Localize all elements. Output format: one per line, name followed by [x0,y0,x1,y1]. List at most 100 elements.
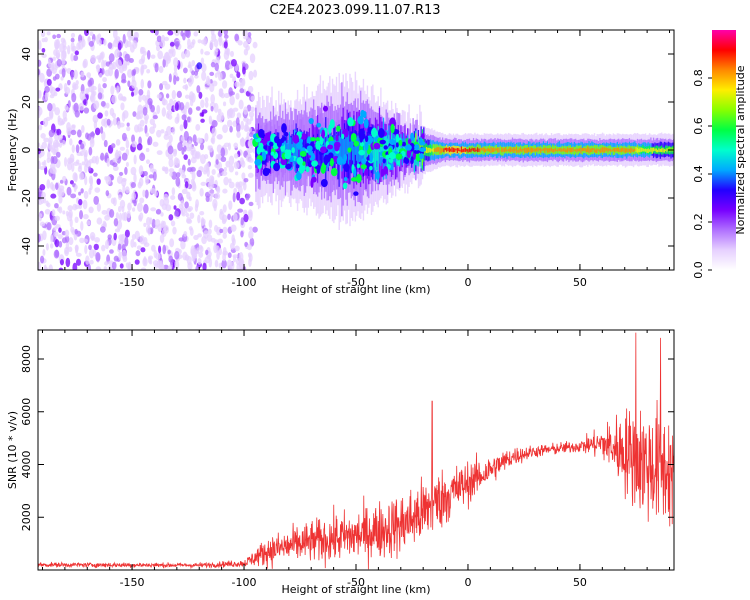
spectrogram-noise-blob [174,30,180,37]
spectrogram-noise-blob [200,57,205,65]
spectrogram-noise-blob [204,132,209,142]
spectrogram-signal-blob [323,154,331,163]
spectrogram-signal-blob [329,157,334,167]
spectrogram-band-cell [486,148,488,152]
spectrogram-noise-blob [140,267,147,270]
spectrogram-noise-blob [66,186,72,196]
spectrogram-signal-blob [363,118,369,129]
spectrogram-band-cell [526,147,529,153]
spectrogram-band-cell [450,148,452,152]
spectrogram-noise-blob [168,73,172,83]
spectrogram-band-cell [639,147,641,153]
spectrogram-noise-blob [183,154,188,160]
spectrogram-noise-blob [151,244,156,252]
spectrogram-band-cell [475,149,477,152]
spectrogram-noise-blob [97,112,103,119]
spectrogram-noise-blob [186,167,193,173]
spectrogram-noise-blob [130,181,136,189]
spectrogram-noise-blob [243,106,248,115]
spectrogram-noise-blob [188,77,193,87]
spectrogram-band-cell [314,144,316,151]
spectrogram-noise-blob [241,172,246,180]
spectrogram-noise-blob [194,203,199,212]
spectrogram-band-cell [562,147,565,152]
spectrogram-noise-blob [187,206,194,212]
spectrogram-noise-blob [152,171,157,181]
spectrogram-noise-blob [56,33,61,39]
spectrogram-signal-blob [285,163,292,170]
spectrogram-noise-blob [236,112,242,119]
spectrogram-signal-blob [421,133,425,140]
spectrogram-band-cell [550,147,553,152]
spectrogram-signal-blob [336,156,344,166]
spectrogram-band-cell [656,149,659,153]
spectrogram-noise-blob [57,234,63,239]
spectrogram-noise-blob [149,164,154,173]
spectrogram-signal-blob [315,136,320,143]
spectrogram-noise-blob [229,95,235,106]
spectrogram-noise-blob [119,199,126,209]
spectrogram-noise-blob [38,124,43,131]
spectrogram-band-cell [580,147,582,154]
spectrogram-noise-blob [134,124,140,133]
spectrogram-signal-blob [388,158,394,164]
spectrogram-noise-blob [235,92,240,100]
spectrogram-noise-blob [226,119,233,128]
spectrogram-noise-blob [114,228,121,233]
spectrogram-noise-blob [84,158,89,167]
spectrogram-noise-blob [96,203,101,212]
spectrogram-signal-blob [299,166,304,174]
spectrogram-noise-blob [47,102,53,112]
spectrogram-noise-blob [211,33,217,42]
spectrogram-noise-blob [248,111,255,118]
spectrogram-noise-blob [179,102,185,111]
spectrogram-signal-blob [342,158,347,165]
spectrogram-noise-blob [247,32,252,38]
spectrogram-noise-blob [46,179,51,189]
spectrogram-noise-blob [89,138,95,148]
spectrogram-noise-blob [167,30,174,36]
spectrogram-noise-blob [220,92,225,99]
spectrogram-band-cell [451,147,453,152]
spectrogram-noise-blob [121,132,127,142]
spectrogram-noise-blob [144,189,149,199]
spectrogram-band-cell [462,149,464,153]
spectrogram-signal-blob [357,115,364,125]
spectrogram-noise-blob [104,69,111,77]
spectrogram-noise-blob [52,56,56,61]
spectrogram-noise-blob [60,37,66,44]
spectrogram-noise-blob [40,30,46,38]
spectrogram-noise-blob [38,233,41,243]
spectrogram-noise-blob [208,189,215,195]
spectrogram-noise-blob [216,226,222,236]
spectrogram-band-cell [514,148,516,152]
spectrogram-band-cell [268,141,271,156]
spectrogram-noise-blob [130,166,137,176]
spectrogram-signal-blob [390,123,395,134]
spectrogram-band-cell [479,148,482,153]
spectrogram-noise-blob [211,119,218,128]
spectrogram-noise-blob [217,238,224,244]
spectrogram-noise-blob [234,245,240,252]
spectrogram-band-cell [466,149,468,152]
spectrogram-noise-blob [92,249,97,257]
spectrogram-noise-blob [136,110,141,116]
spectrogram-noise-blob [162,167,169,172]
spectrogram-noise-blob [132,68,137,76]
spectrogram-noise-blob [88,86,94,93]
spectrogram-noise-blob [166,110,173,116]
spectrogram-noise-blob [50,62,56,69]
spectrogram-band-cell [331,143,334,156]
spectrogram-noise-blob [182,84,189,90]
spectrogram-noise-blob [96,217,103,225]
spectrogram-band-cell [607,147,609,153]
spectrogram-noise-blob [168,168,175,173]
spectrogram-signal-blob [320,164,326,174]
spectrogram-noise-blob [224,47,229,55]
spectrogram-band-cell [549,148,551,152]
spectrogram-noise-blob [38,160,41,170]
spectrogram-noise-blob [53,91,58,97]
spectrogram-panel: -150 -100 -50 0 50 -40 -20 0 20 40 Height of str… [6,29,675,296]
spectrogram-noise-blob [248,126,252,134]
